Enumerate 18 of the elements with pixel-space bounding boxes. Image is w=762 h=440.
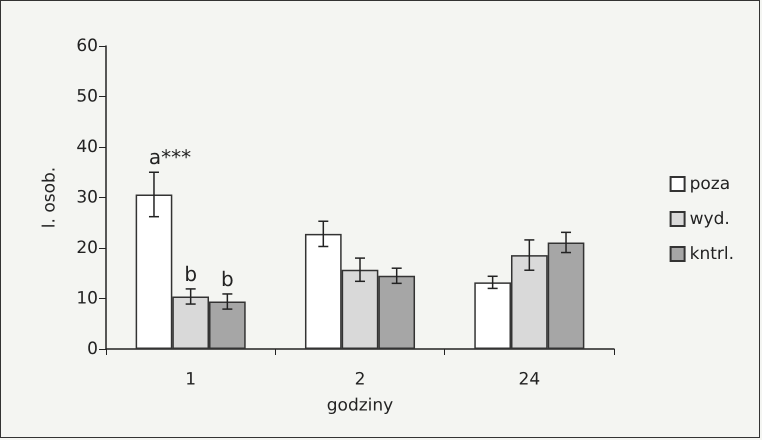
- legend-label: kntrl.: [690, 244, 734, 264]
- y-tick-label: 60: [76, 36, 98, 56]
- legend-label: poza: [690, 174, 730, 194]
- y-tick-label: 10: [76, 288, 98, 308]
- y-tick-label: 50: [76, 86, 98, 106]
- y-tick-label: 40: [76, 137, 98, 157]
- x-tick-label: 1: [185, 370, 196, 390]
- y-tick-label: 0: [87, 339, 98, 359]
- x-tick-label: 24: [518, 370, 540, 390]
- legend-label: wyd.: [690, 209, 730, 229]
- y-tick-label: 30: [76, 188, 98, 208]
- annotation: b: [184, 262, 198, 286]
- y-axis-title: l. osob.: [40, 166, 60, 228]
- annotation: a***: [148, 145, 192, 170]
- x-tick-label: 2: [354, 370, 366, 390]
- x-axis-title: godziny: [326, 396, 394, 416]
- y-tick-label: 20: [76, 238, 98, 258]
- annotation: b: [221, 266, 234, 291]
